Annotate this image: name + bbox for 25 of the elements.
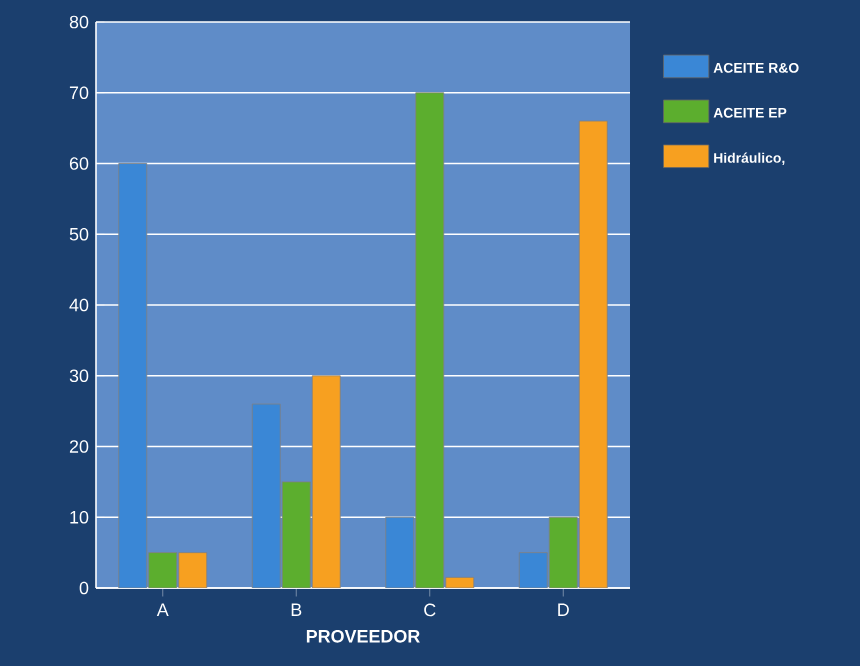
bar (578, 120, 608, 588)
y-tick-label: 0 (79, 581, 89, 595)
x-axis-title: PROVEEDOR (306, 629, 420, 643)
y-tick-label: 20 (69, 440, 89, 453)
bar (548, 516, 578, 588)
bar (251, 403, 281, 588)
bar (118, 163, 148, 588)
bar (178, 552, 208, 588)
y-tick-label: 30 (69, 369, 89, 383)
x-tick-label: A (156, 603, 169, 616)
y-tick-label: 40 (69, 298, 89, 312)
bar (385, 516, 415, 588)
bar (311, 375, 341, 588)
x-tick-label: B (291, 603, 302, 616)
x-tick-label: D (558, 603, 569, 616)
bar (148, 552, 178, 588)
bar (415, 92, 445, 588)
y-tick-label: 80 (69, 15, 89, 29)
y-tick-label: 70 (69, 86, 89, 100)
y-tick-label: 50 (69, 227, 89, 241)
y-tick-label: 10 (70, 510, 89, 524)
bar (518, 552, 548, 588)
y-tick-label: 60 (69, 157, 89, 170)
x-tick-label: C (424, 603, 436, 617)
bar (281, 481, 311, 588)
